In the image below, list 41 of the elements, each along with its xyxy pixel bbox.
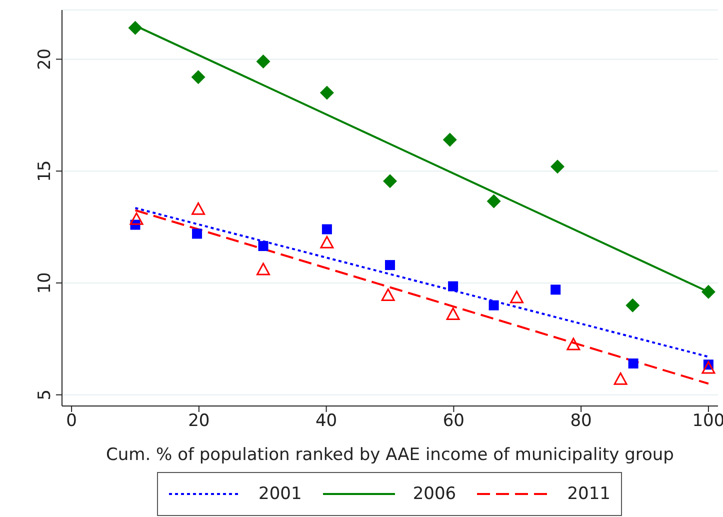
x-axis-title: Cum. % of population ranked by AAE income of municipality group: [106, 445, 674, 465]
point: [130, 212, 144, 225]
y-tick-label: 10: [35, 272, 55, 294]
point: [550, 284, 561, 295]
x-tick-label: 0: [66, 411, 77, 432]
legend-label: 2001: [258, 484, 302, 504]
x-tick-label: 40: [315, 411, 338, 432]
point: [626, 298, 640, 312]
y-tick-label: 20: [35, 48, 55, 70]
point: [550, 160, 565, 174]
point: [192, 202, 206, 215]
point: [486, 194, 501, 208]
x-tick-label: 80: [570, 411, 592, 432]
point: [383, 174, 397, 188]
point: [320, 86, 334, 100]
y-tick-label: 15: [35, 160, 55, 182]
point: [614, 372, 628, 385]
point: [702, 361, 716, 374]
point: [385, 260, 395, 270]
point: [256, 54, 270, 68]
point: [701, 284, 716, 299]
point: [446, 308, 460, 320]
legend-label: 2006: [412, 484, 456, 504]
point: [258, 241, 268, 252]
point: [256, 262, 270, 276]
point: [628, 358, 638, 368]
x-tick-label: 20: [188, 411, 210, 432]
point: [566, 338, 580, 350]
point: [488, 300, 499, 310]
point: [442, 132, 457, 147]
point: [128, 20, 142, 35]
point: [191, 70, 206, 84]
point: [320, 236, 334, 248]
legend-label: 2011: [567, 484, 610, 504]
point: [322, 224, 332, 234]
point: [510, 290, 524, 304]
x-tick-label: 60: [442, 411, 465, 432]
point: [448, 281, 458, 292]
y-tick-label: 5: [35, 389, 55, 400]
point: [381, 288, 395, 302]
point: [192, 228, 202, 239]
